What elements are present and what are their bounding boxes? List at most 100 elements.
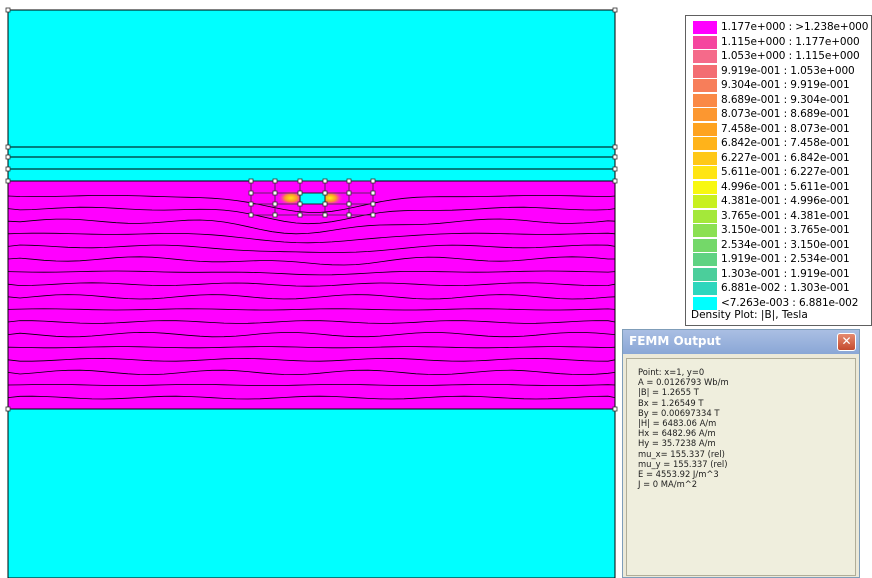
mesh-node <box>346 201 352 207</box>
mesh-node <box>612 144 618 150</box>
legend-label: 6.881e-002 : 1.303e-001 <box>721 282 850 294</box>
output-line: A = 0.0126793 Wb/m <box>638 377 729 388</box>
legend-label: 6.842e-001 : 7.458e-001 <box>721 137 850 149</box>
mesh-node <box>5 166 11 172</box>
legend-label: 8.689e-001 : 9.304e-001 <box>721 93 850 106</box>
legend-row: 4.996e-001 : 5.611e-001 <box>693 180 871 195</box>
output-titlebar[interactable]: FEMM Output ✕ <box>623 330 859 354</box>
output-line: |B| = 1.2655 T <box>638 387 699 398</box>
mesh-node <box>272 178 278 184</box>
flux-line <box>7 282 616 287</box>
mesh-node <box>322 212 328 218</box>
legend-swatch <box>693 79 717 92</box>
output-line: J = 0 MA/m^2 <box>638 479 698 490</box>
air-region-bottom <box>7 408 616 578</box>
output-line: By = 0.00697334 T <box>638 407 720 418</box>
legend-row: 6.881e-002 : 1.303e-001 <box>693 281 871 296</box>
legend-label: 3.765e-001 : 4.381e-001 <box>721 209 850 222</box>
legend-swatch <box>693 180 717 194</box>
flux-line <box>7 395 616 400</box>
legend-swatch <box>693 64 717 78</box>
mesh-node <box>272 212 278 218</box>
output-line: Point: x=1, y=0 <box>638 367 705 377</box>
mesh-node <box>322 201 328 207</box>
legend-swatch <box>693 151 717 165</box>
flux-line <box>7 294 616 300</box>
mesh-node <box>612 154 618 160</box>
legend-swatch <box>693 35 717 49</box>
mesh-node <box>612 166 618 172</box>
mesh-node <box>5 406 11 412</box>
mesh-node <box>370 178 376 184</box>
flux-line <box>7 369 616 376</box>
legend-label: 8.073e-001 : 8.689e-001 <box>721 108 850 120</box>
flux-line <box>7 331 616 338</box>
mesh-node <box>297 201 303 207</box>
legend-swatch <box>693 122 717 136</box>
legend-label: 1.919e-001 : 2.534e-001 <box>721 253 850 265</box>
output-title: FEMM Output <box>629 334 721 348</box>
flux-line <box>7 320 616 324</box>
legend-swatch <box>693 108 717 121</box>
flux-line <box>7 218 616 235</box>
legend-label: 1.053e+000 : 1.115e+000 <box>721 50 860 62</box>
mesh-node <box>297 190 303 196</box>
output-text-area[interactable]: Point: x=1, y=0 A = 0.0126793 Wb/m |B| = 1… <box>626 358 856 576</box>
flux-line <box>7 195 616 213</box>
legend-label: 7.458e-001 : 8.073e-001 <box>721 122 850 135</box>
legend-label: 2.534e-001 : 3.150e-001 <box>721 238 850 251</box>
close-button[interactable]: ✕ <box>837 333 856 351</box>
legend-label: 4.381e-001 : 4.996e-001 <box>721 195 850 207</box>
flux-line <box>7 346 616 349</box>
mesh-node <box>297 212 303 218</box>
mesh-node <box>5 178 11 184</box>
mesh-node <box>322 178 328 184</box>
legend-row: 8.689e-001 : 9.304e-001 <box>693 93 871 108</box>
legend-label: <7.263e-003 : 6.881e-002 <box>721 296 859 309</box>
slot-air-gap <box>299 192 326 205</box>
legend-row: 4.381e-001 : 4.996e-001 <box>693 194 871 209</box>
flux-lines <box>7 195 616 400</box>
mesh-node <box>346 212 352 218</box>
legend-row: 1.115e+000 : 1.177e+000 <box>693 35 871 50</box>
legend-label: 9.919e-001 : 1.053e+000 <box>721 64 855 77</box>
output-line: Hx = 6482.96 A/m <box>638 428 716 439</box>
flux-line <box>7 256 615 266</box>
flux-line <box>7 206 616 225</box>
close-icon: ✕ <box>841 334 852 348</box>
legend-caption: Density Plot: |B|, Tesla <box>691 309 808 321</box>
legend-row: 1.919e-001 : 2.534e-001 <box>693 252 871 267</box>
legend-swatch <box>693 224 717 237</box>
legend-swatch <box>693 267 717 281</box>
mesh-node <box>5 144 11 150</box>
femm-output-window[interactable]: FEMM Output ✕ Point: x=1, y=0 A = 0.01267… <box>622 329 860 578</box>
mesh-node <box>322 190 328 196</box>
mesh-node <box>5 7 11 13</box>
mesh-node <box>612 406 618 412</box>
output-line: E = 4553.92 J/m^3 <box>638 469 719 479</box>
flux-line <box>7 308 616 311</box>
output-line: Hy = 35.7238 A/m <box>638 438 716 449</box>
mesh-node <box>248 212 254 218</box>
mesh-node <box>346 178 352 184</box>
mesh-node <box>248 178 254 184</box>
flux-line <box>7 383 616 387</box>
flux-line <box>7 244 616 253</box>
mesh-node <box>370 190 376 196</box>
legend-row: 3.765e-001 : 4.381e-001 <box>693 209 871 224</box>
legend-row: 8.073e-001 : 8.689e-001 <box>693 107 871 122</box>
legend-row: 2.534e-001 : 3.150e-001 <box>693 238 871 253</box>
legend-row: 6.227e-001 : 6.842e-001 <box>693 151 871 166</box>
output-line: mu_x= 155.337 (rel) <box>638 448 725 459</box>
output-line: |H| = 6483.06 A/m <box>638 418 717 428</box>
legend-swatch <box>693 209 717 223</box>
legend-swatch <box>693 253 717 266</box>
boundary-nodes <box>5 7 618 412</box>
air-region-top <box>7 9 616 182</box>
legend-row: 1.053e+000 : 1.115e+000 <box>693 49 871 64</box>
legend-swatch <box>693 166 717 179</box>
mesh-node <box>346 190 352 196</box>
density-legend: Density Plot: |B|, Tesla 1.177e+000 : >1… <box>685 15 872 326</box>
mesh-node <box>370 212 376 218</box>
